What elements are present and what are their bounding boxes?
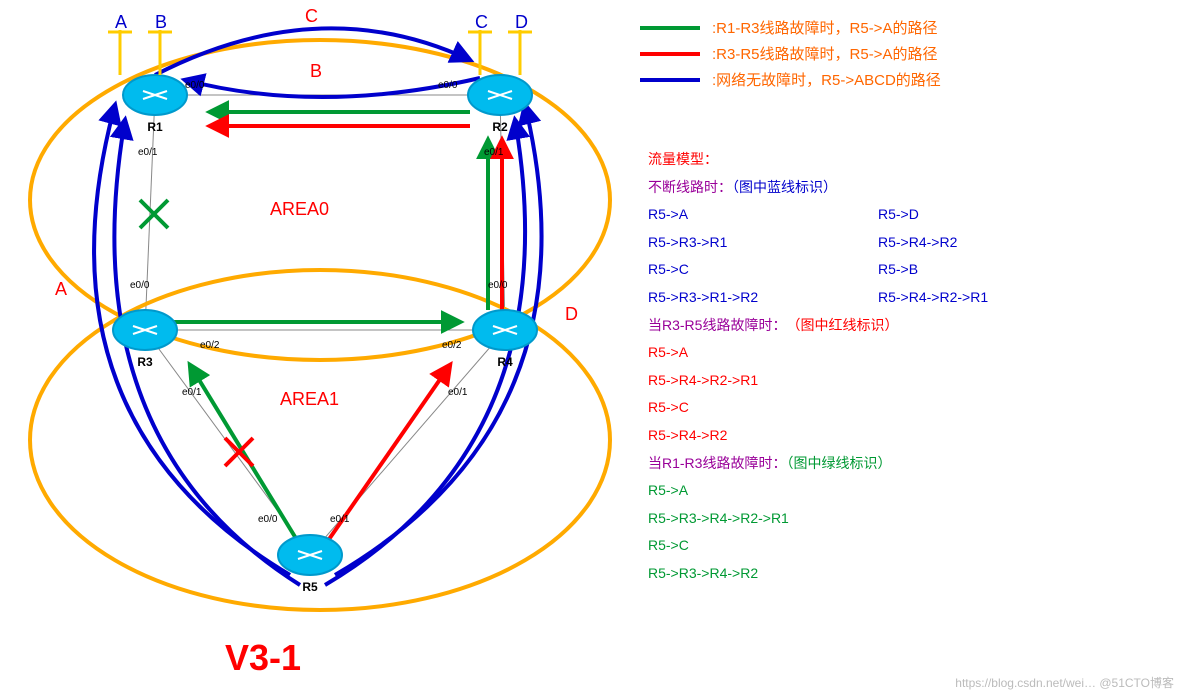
svg-text:R3: R3 bbox=[137, 355, 153, 369]
panel-row-8: R5->R4->R2->R1 bbox=[648, 371, 1168, 391]
router-r2: R2 bbox=[468, 75, 532, 134]
svg-text:e0/0: e0/0 bbox=[130, 280, 150, 291]
panel-row-10: R5->R4->R2 bbox=[648, 426, 1168, 446]
legend-text-2: :网络无故障时，R5->ABCD的路径 bbox=[712, 71, 941, 89]
top-label-b: B bbox=[155, 12, 167, 32]
panel-row-1: 不断线路时：（图中蓝线标识） bbox=[648, 178, 1168, 198]
top-label-c: C bbox=[475, 12, 488, 32]
side-label-aleft: A bbox=[55, 279, 67, 299]
svg-text:e0/0: e0/0 bbox=[185, 80, 205, 91]
top-labels: A B C D C B bbox=[115, 6, 528, 81]
green-cross-r1r3 bbox=[140, 200, 168, 228]
top-label-carc: C bbox=[305, 6, 318, 26]
panel-row-12: R5->A bbox=[648, 481, 1168, 501]
blue-arc-d-right-2 bbox=[325, 120, 525, 585]
svg-text:e0/2: e0/2 bbox=[442, 340, 462, 351]
legend-text-1: :R3-R5线路故障时，R5->A的路径 bbox=[712, 45, 937, 63]
top-label-d: D bbox=[515, 12, 528, 32]
svg-text:e0/0: e0/0 bbox=[438, 80, 458, 91]
panel-row-2: R5->AR5->D bbox=[648, 205, 1168, 225]
routers-layer: R1 R2 R3 R4 R5 bbox=[113, 75, 537, 594]
panel-row-13: R5->R3->R4->R2->R1 bbox=[648, 509, 1168, 529]
top-label-barc: B bbox=[310, 61, 322, 81]
svg-text:e0/0: e0/0 bbox=[258, 514, 278, 525]
legend-text-0: :R1-R3线路故障时，R5->A的路径 bbox=[712, 19, 937, 37]
panel-row-15: R5->R3->R4->R2 bbox=[648, 564, 1168, 584]
svg-text:e0/2: e0/2 bbox=[200, 340, 220, 351]
svg-text:R5: R5 bbox=[302, 580, 318, 594]
router-r5: R5 bbox=[278, 535, 342, 594]
svg-text:R1: R1 bbox=[147, 120, 163, 134]
svg-text:e0/1: e0/1 bbox=[330, 514, 350, 525]
panel-row-9: R5->C bbox=[648, 398, 1168, 418]
svg-text:e0/0: e0/0 bbox=[488, 280, 508, 291]
top-label-a: A bbox=[115, 12, 127, 32]
svg-text:R4: R4 bbox=[497, 355, 513, 369]
area0-label: AREA0 bbox=[270, 199, 329, 219]
svg-text:R2: R2 bbox=[492, 120, 508, 134]
svg-text:e0/1: e0/1 bbox=[182, 387, 202, 398]
panel-row-3: R5->R3->R1R5->R4->R2 bbox=[648, 233, 1168, 253]
svg-text:e0/1: e0/1 bbox=[138, 147, 158, 158]
panel-row-11: 当R1-R3线路故障时：（图中绿线标识） bbox=[648, 454, 1168, 474]
side-label-dright: D bbox=[565, 304, 578, 324]
area1-label: AREA1 bbox=[280, 389, 339, 409]
panel-row-6: 当R3-R5线路故障时： （图中红线标识） bbox=[648, 316, 1168, 336]
legend: :R1-R3线路故障时，R5->A的路径 :R3-R5线路故障时，R5->A的路径… bbox=[640, 19, 941, 89]
router-r1: R1 bbox=[123, 75, 187, 134]
router-r4: R4 bbox=[473, 310, 537, 369]
v3-1-label: V3-1 bbox=[225, 637, 301, 678]
svg-text:e0/1: e0/1 bbox=[484, 147, 504, 158]
panel-row-4: R5->CR5->B bbox=[648, 260, 1168, 280]
panel-row-7: R5->A bbox=[648, 343, 1168, 363]
panel-row-0: 流量模型： bbox=[648, 150, 1168, 170]
topology-links bbox=[145, 95, 505, 555]
blue-arc-b bbox=[185, 78, 480, 97]
watermark: https://blog.csdn.net/wei… @51CTO博客 bbox=[955, 674, 1174, 691]
panel-row-14: R5->C bbox=[648, 536, 1168, 556]
traffic-model-panel: 流量模型： 不断线路时：（图中蓝线标识） R5->AR5->D R5->R3->R1R… bbox=[648, 150, 1168, 592]
svg-text:e0/1: e0/1 bbox=[448, 387, 468, 398]
panel-row-5: R5->R3->R1->R2R5->R4->R2->R1 bbox=[648, 288, 1168, 308]
interface-labels: e0/0 e0/0 e0/1 e0/1 e0/0 e0/0 e0/2 e0/2 e0/1 e0/1… bbox=[130, 80, 508, 525]
